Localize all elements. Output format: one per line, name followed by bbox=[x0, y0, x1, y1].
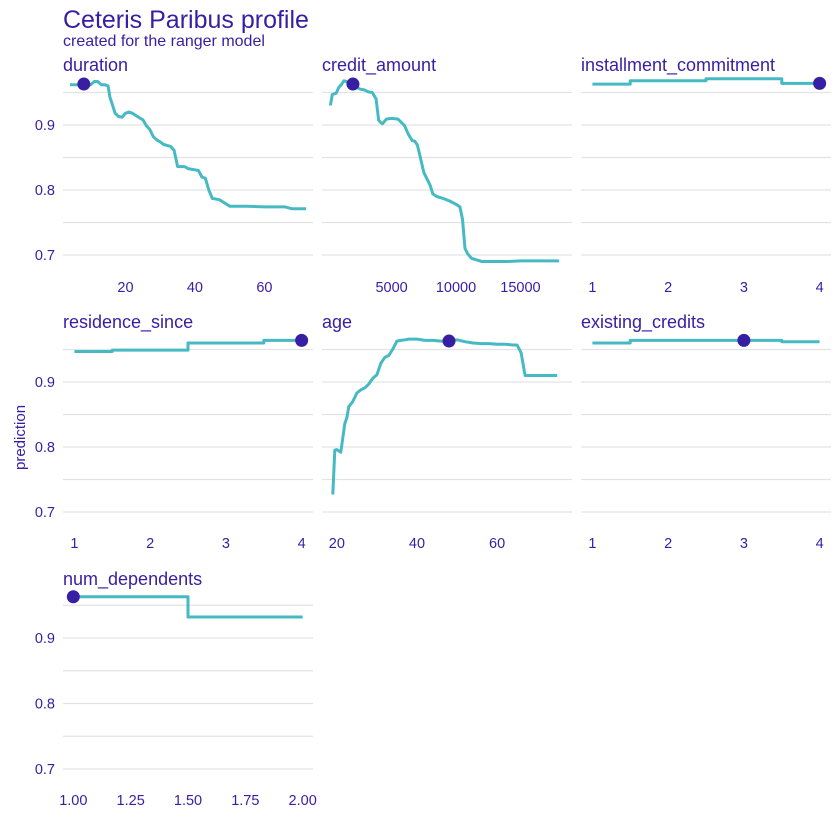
x-tick-label: 2.00 bbox=[289, 793, 317, 809]
x-tick-label: 1.25 bbox=[117, 793, 145, 809]
profile-line-age bbox=[331, 337, 558, 495]
chart-subtitle: created for the ranger model bbox=[63, 33, 265, 50]
x-tick-label: 4 bbox=[816, 280, 824, 296]
y-tick-label: 0.8 bbox=[35, 697, 55, 713]
x-tick-label: 40 bbox=[187, 280, 203, 296]
observation-point-residence-since bbox=[295, 333, 309, 347]
panel-label-credit-amount: credit_amount bbox=[322, 55, 436, 76]
x-tick-label: 40 bbox=[409, 536, 425, 552]
x-tick-label: 4 bbox=[816, 536, 824, 552]
x-tick-label: 1 bbox=[588, 280, 596, 296]
x-tick-label: 1.00 bbox=[59, 793, 87, 809]
y-tick-label: 0.9 bbox=[35, 375, 55, 391]
x-tick-label: 15000 bbox=[500, 280, 540, 296]
observation-point-num-dependents bbox=[66, 590, 80, 604]
x-tick-label: 3 bbox=[222, 536, 230, 552]
observation-point-installment-commitment bbox=[813, 76, 827, 90]
x-tick-label: 60 bbox=[489, 536, 505, 552]
x-tick-label: 1 bbox=[70, 536, 78, 552]
x-tick-label: 20 bbox=[329, 536, 345, 552]
x-tick-label: 2 bbox=[664, 280, 672, 296]
x-tick-label: 1 bbox=[588, 536, 596, 552]
panel-label-residence-since: residence_since bbox=[63, 312, 193, 333]
y-tick-label: 0.8 bbox=[35, 183, 55, 199]
x-tick-label: 1.75 bbox=[231, 793, 259, 809]
x-tick-label: 20 bbox=[117, 280, 133, 296]
profile-line-residence-since bbox=[74, 338, 302, 353]
y-tick-label: 0.7 bbox=[35, 505, 55, 521]
panel-label-age: age bbox=[322, 312, 352, 332]
observation-point-duration bbox=[77, 77, 91, 91]
y-tick-label: 0.7 bbox=[35, 762, 55, 778]
profile-line-duration bbox=[69, 80, 307, 211]
profile-line-credit-amount bbox=[328, 79, 560, 263]
panel-label-duration: duration bbox=[63, 55, 128, 75]
x-tick-label: 10000 bbox=[436, 280, 476, 296]
x-tick-label: 3 bbox=[740, 536, 748, 552]
x-tick-label: 2 bbox=[664, 536, 672, 552]
y-tick-label: 0.7 bbox=[35, 248, 55, 264]
panel-label-installment-commitment: installment_commitment bbox=[581, 55, 775, 76]
profile-line-existing-credits bbox=[592, 338, 820, 345]
observation-point-age bbox=[442, 334, 456, 348]
x-tick-label: 5000 bbox=[375, 280, 407, 296]
panel-label-existing-credits: existing_credits bbox=[581, 312, 705, 333]
observation-point-existing-credits bbox=[737, 333, 751, 347]
profile-line-num-dependents bbox=[73, 595, 303, 619]
x-tick-label: 60 bbox=[256, 280, 272, 296]
y-tick-label: 0.8 bbox=[35, 440, 55, 456]
profile-line-installment-commitment bbox=[592, 77, 820, 86]
panel-label-num-dependents: num_dependents bbox=[63, 569, 202, 590]
x-tick-label: 3 bbox=[740, 280, 748, 296]
chart-title: Ceteris Paribus profile bbox=[63, 6, 309, 34]
y-tick-label: 0.9 bbox=[35, 631, 55, 647]
x-tick-label: 4 bbox=[298, 536, 306, 552]
observation-point-credit-amount bbox=[346, 77, 360, 91]
x-tick-label: 1.50 bbox=[174, 793, 202, 809]
y-tick-label: 0.9 bbox=[35, 118, 55, 134]
x-tick-label: 2 bbox=[146, 536, 154, 552]
